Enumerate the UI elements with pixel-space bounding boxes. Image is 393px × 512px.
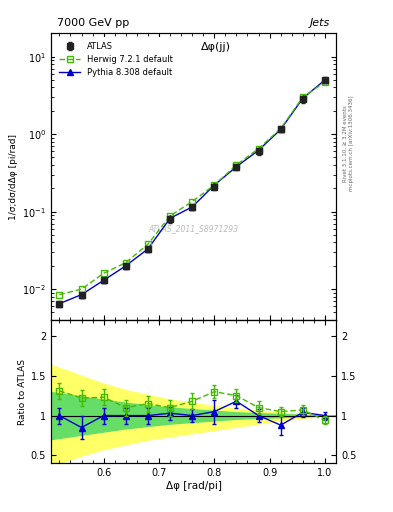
Text: Jets: Jets	[310, 17, 330, 28]
Text: 7000 GeV pp: 7000 GeV pp	[57, 17, 129, 28]
Y-axis label: Ratio to ATLAS: Ratio to ATLAS	[18, 359, 27, 424]
Text: mcplots.cern.ch [arXiv:1306.3436]: mcplots.cern.ch [arXiv:1306.3436]	[349, 96, 354, 191]
Text: ATLAS_2011_S8971293: ATLAS_2011_S8971293	[149, 224, 239, 233]
Y-axis label: 1/σ;dσ/dΔφ [pi/rad]: 1/σ;dσ/dΔφ [pi/rad]	[9, 134, 18, 220]
Legend: ATLAS, Herwig 7.2.1 default, Pythia 8.308 default: ATLAS, Herwig 7.2.1 default, Pythia 8.30…	[55, 37, 177, 81]
X-axis label: Δφ [rad/pi]: Δφ [rad/pi]	[165, 481, 222, 491]
Text: $10^{-3}$: $10^{-3}$	[51, 323, 70, 335]
Text: Δφ(jj): Δφ(jj)	[201, 42, 231, 52]
Text: Rivet 3.1.10, ≥ 3.2M events: Rivet 3.1.10, ≥ 3.2M events	[343, 105, 348, 182]
